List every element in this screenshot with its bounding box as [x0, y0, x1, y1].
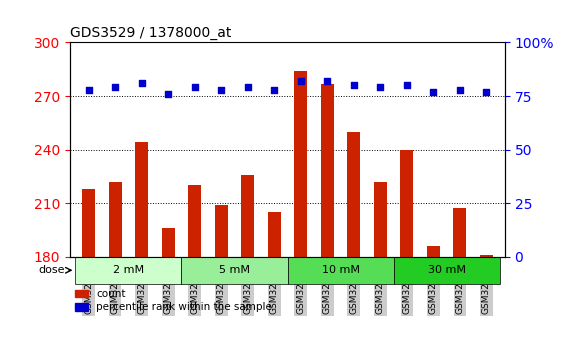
Bar: [75, 257, 181, 284]
Text: 30 mM: 30 mM: [427, 265, 466, 275]
Point: [482, 89, 491, 95]
Text: GSM322008: GSM322008: [137, 259, 146, 314]
Legend: count, percentile rank within the sample: count, percentile rank within the sample: [75, 289, 272, 312]
Text: GSM322011: GSM322011: [217, 259, 226, 314]
Text: 2 mM: 2 mM: [113, 265, 144, 275]
Bar: [453, 209, 466, 257]
Bar: [400, 149, 413, 257]
Text: GSM322019: GSM322019: [429, 259, 438, 314]
Point: [243, 85, 252, 90]
Point: [350, 82, 358, 88]
Text: GSM322012: GSM322012: [243, 259, 252, 314]
Point: [456, 87, 465, 92]
Point: [164, 91, 173, 97]
Text: GSM322020: GSM322020: [456, 259, 465, 314]
Bar: [374, 182, 387, 257]
Text: 5 mM: 5 mM: [219, 265, 250, 275]
Bar: [109, 182, 122, 257]
Text: GSM322017: GSM322017: [376, 259, 385, 314]
Bar: [82, 189, 95, 257]
Point: [402, 82, 411, 88]
Point: [429, 89, 438, 95]
Point: [190, 85, 199, 90]
Bar: [321, 84, 334, 257]
Text: 10 mM: 10 mM: [321, 265, 360, 275]
Bar: [427, 246, 440, 257]
Point: [296, 78, 305, 84]
Point: [84, 87, 93, 92]
Bar: [268, 212, 281, 257]
Bar: [241, 175, 254, 257]
Text: GSM322009: GSM322009: [164, 259, 173, 314]
Point: [376, 85, 385, 90]
Text: dose: dose: [38, 265, 65, 275]
Bar: [188, 185, 201, 257]
Bar: [181, 257, 288, 284]
Text: GSM322007: GSM322007: [111, 259, 119, 314]
Text: GSM322010: GSM322010: [190, 259, 199, 314]
Text: GSM322016: GSM322016: [350, 259, 358, 314]
Bar: [347, 132, 360, 257]
Bar: [215, 205, 228, 257]
Text: GDS3529 / 1378000_at: GDS3529 / 1378000_at: [70, 26, 232, 40]
Text: GSM322018: GSM322018: [402, 259, 411, 314]
Text: GSM322013: GSM322013: [270, 259, 279, 314]
Bar: [288, 257, 394, 284]
Point: [323, 78, 332, 84]
Bar: [294, 71, 307, 257]
Point: [270, 87, 279, 92]
Text: GSM322014: GSM322014: [296, 259, 305, 314]
Bar: [394, 257, 500, 284]
Text: GSM322015: GSM322015: [323, 259, 332, 314]
Point: [137, 80, 146, 86]
Point: [111, 85, 119, 90]
Point: [217, 87, 226, 92]
Bar: [162, 228, 175, 257]
Text: GSM322006: GSM322006: [84, 259, 93, 314]
Bar: [135, 142, 148, 257]
Bar: [480, 255, 493, 257]
Text: GSM322021: GSM322021: [482, 259, 491, 314]
